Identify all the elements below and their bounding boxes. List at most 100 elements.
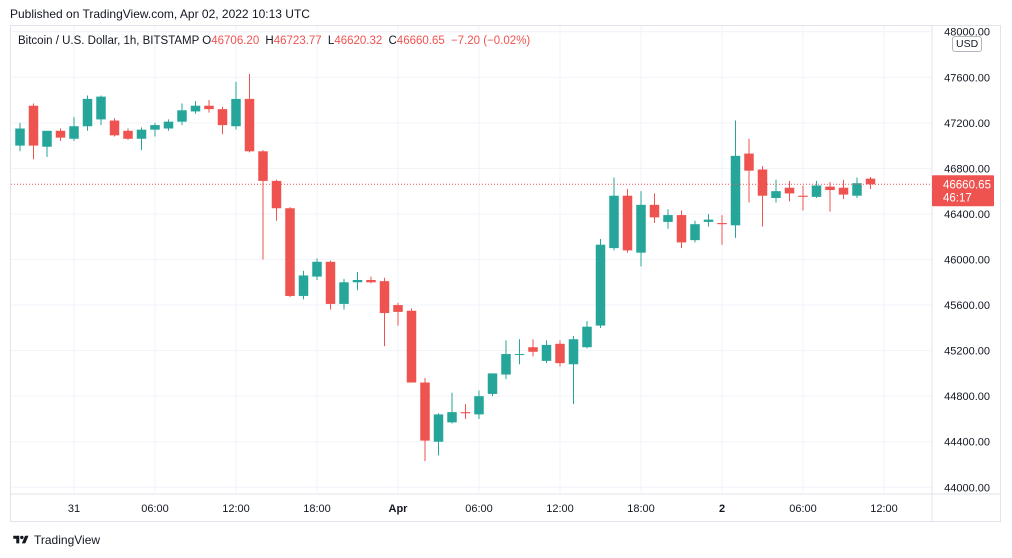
ohlc-legend: Bitcoin / U.S. Dollar, 1h, BITSTAMP O467…: [18, 35, 533, 47]
candle[interactable]: [177, 103, 187, 126]
candle[interactable]: [109, 118, 120, 137]
candle[interactable]: [622, 188, 633, 253]
candle-body: [298, 275, 309, 296]
candle[interactable]: [433, 413, 444, 456]
candle[interactable]: [366, 276, 376, 284]
time-tick-label: 12:00: [222, 503, 250, 515]
candle[interactable]: [325, 260, 336, 310]
candle-body: [433, 414, 444, 442]
candle[interactable]: [96, 95, 106, 126]
candle[interactable]: [474, 390, 484, 419]
candle-body: [838, 187, 849, 195]
candle[interactable]: [811, 180, 822, 198]
candle[interactable]: [595, 238, 606, 328]
candle[interactable]: [663, 209, 673, 229]
currency-badge[interactable]: USD: [952, 36, 983, 52]
candle[interactable]: [271, 179, 282, 221]
candle[interactable]: [231, 81, 241, 130]
candle[interactable]: [757, 166, 768, 227]
time-tick-label: 06:00: [141, 503, 169, 515]
candle[interactable]: [609, 177, 619, 251]
candle[interactable]: [501, 340, 511, 380]
candle[interactable]: [703, 213, 714, 227]
candle[interactable]: [298, 270, 309, 300]
low-value: 46620.32: [334, 35, 383, 47]
candle-body: [852, 183, 862, 196]
candle[interactable]: [487, 373, 498, 397]
candle[interactable]: [258, 150, 268, 260]
candle[interactable]: [555, 340, 565, 367]
candle-body: [582, 326, 592, 348]
candle-body: [811, 185, 822, 197]
candle[interactable]: [55, 128, 66, 142]
candle[interactable]: [865, 177, 876, 189]
candle[interactable]: [406, 308, 417, 383]
candle[interactable]: [636, 191, 646, 267]
candle[interactable]: [82, 95, 93, 131]
candle-body: [231, 98, 241, 127]
grid-lines: [11, 26, 931, 493]
last-price-badge: [932, 175, 994, 207]
candle[interactable]: [784, 180, 795, 202]
candle[interactable]: [798, 185, 808, 211]
candle-body: [163, 121, 174, 129]
price-tick-label: 46800.00: [944, 163, 990, 175]
candle[interactable]: [352, 272, 363, 291]
candle[interactable]: [123, 128, 133, 140]
candle[interactable]: [312, 258, 322, 281]
candle[interactable]: [730, 120, 741, 238]
candle[interactable]: [42, 130, 52, 157]
footer-brand[interactable]: TradingView: [12, 533, 100, 547]
candle[interactable]: [285, 207, 295, 298]
candle-body: [501, 354, 511, 375]
candle[interactable]: [420, 377, 430, 462]
candle[interactable]: [514, 339, 525, 365]
candle-body: [744, 153, 754, 171]
candle[interactable]: [690, 220, 700, 243]
candle[interactable]: [136, 127, 147, 151]
candle[interactable]: [825, 182, 835, 212]
candle-body: [555, 343, 565, 364]
price-tick-label: 44800.00: [944, 391, 990, 403]
candle[interactable]: [676, 210, 687, 249]
candle-body: [703, 219, 714, 222]
candle-body: [136, 129, 147, 139]
candle[interactable]: [838, 179, 849, 200]
candle[interactable]: [28, 103, 39, 160]
candle[interactable]: [744, 138, 754, 203]
candle-body: [784, 187, 795, 194]
candle-body: [393, 305, 403, 312]
candle[interactable]: [568, 335, 579, 405]
candle[interactable]: [217, 106, 228, 135]
candle-body: [420, 382, 430, 441]
candle[interactable]: [163, 119, 174, 131]
candle[interactable]: [15, 122, 25, 152]
candle-body: [379, 281, 390, 314]
candle[interactable]: [771, 179, 781, 203]
candle-body: [285, 208, 295, 296]
candle[interactable]: [852, 177, 862, 198]
candle[interactable]: [717, 215, 727, 245]
candle-body: [568, 339, 579, 365]
candle[interactable]: [541, 340, 552, 364]
candle[interactable]: [190, 101, 201, 114]
candle[interactable]: [649, 193, 660, 224]
candle[interactable]: [339, 278, 349, 310]
candle[interactable]: [69, 117, 79, 142]
candle[interactable]: [150, 122, 160, 137]
candle[interactable]: [447, 392, 457, 424]
candle[interactable]: [582, 321, 592, 349]
candle-body: [825, 186, 835, 191]
candle[interactable]: [393, 302, 403, 326]
candle[interactable]: [460, 404, 471, 419]
candle-body: [69, 126, 79, 139]
time-tick-label: 06:00: [465, 503, 493, 515]
candle[interactable]: [528, 339, 538, 357]
price-tick-label: 45200.00: [944, 346, 990, 358]
candle-body: [460, 412, 471, 414]
candle[interactable]: [204, 100, 214, 113]
candle[interactable]: [244, 73, 255, 153]
candle[interactable]: [379, 277, 390, 347]
candle-body: [447, 412, 457, 423]
